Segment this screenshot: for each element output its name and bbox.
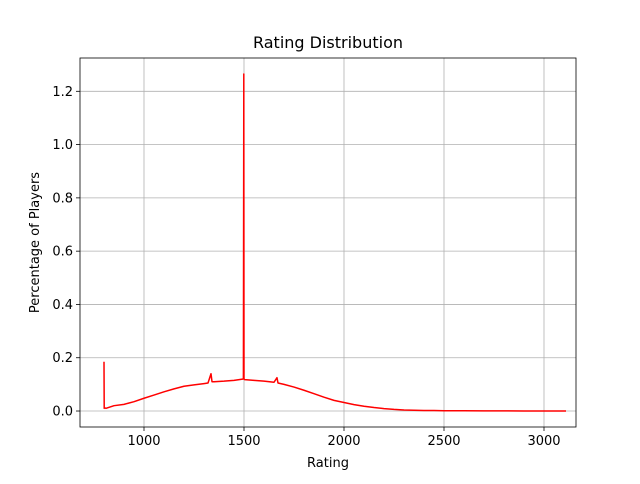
grid-layer (80, 58, 576, 427)
chart-title: Rating Distribution (253, 33, 403, 52)
y-tick-label: 0.0 (52, 405, 73, 420)
axes-frame (79, 57, 577, 428)
x-tick-label: 1000 (127, 434, 160, 449)
x-tick-label: 3000 (527, 434, 560, 449)
y-axis-label: Percentage of Players (28, 172, 43, 313)
y-tick-label: 0.6 (52, 245, 73, 260)
y-tick-label: 1.0 (52, 138, 73, 153)
y-tick-label: 1.2 (52, 85, 73, 100)
y-tick-label: 0.2 (52, 351, 73, 366)
x-tick-label: 1500 (227, 434, 260, 449)
x-tick-label: 2500 (427, 434, 460, 449)
x-tick-label: 2000 (327, 434, 360, 449)
x-axis-ticks: 1000 1500 2000 2500 3000 (127, 427, 561, 449)
series-line (103, 73, 567, 412)
x-axis-label: Rating (307, 456, 349, 471)
series-layer (103, 73, 567, 412)
y-axis-ticks: 0.0 0.2 0.4 0.6 0.8 1.0 1.2 (52, 85, 80, 420)
y-tick-label: 0.8 (52, 191, 73, 206)
y-tick-label: 0.4 (52, 298, 73, 313)
